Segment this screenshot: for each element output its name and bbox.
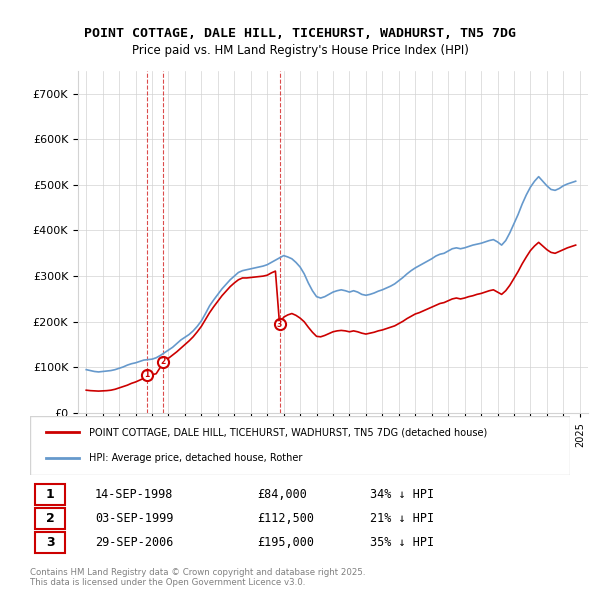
FancyBboxPatch shape [35, 532, 65, 553]
Text: Contains HM Land Registry data © Crown copyright and database right 2025.
This d: Contains HM Land Registry data © Crown c… [30, 568, 365, 587]
Text: 14-SEP-1998: 14-SEP-1998 [95, 488, 173, 501]
Text: 21% ↓ HPI: 21% ↓ HPI [370, 512, 434, 525]
Text: 35% ↓ HPI: 35% ↓ HPI [370, 536, 434, 549]
FancyBboxPatch shape [35, 484, 65, 505]
Text: 2: 2 [160, 357, 166, 366]
Text: 34% ↓ HPI: 34% ↓ HPI [370, 488, 434, 501]
Text: £195,000: £195,000 [257, 536, 314, 549]
Text: Price paid vs. HM Land Registry's House Price Index (HPI): Price paid vs. HM Land Registry's House … [131, 44, 469, 57]
FancyBboxPatch shape [35, 508, 65, 529]
Text: POINT COTTAGE, DALE HILL, TICEHURST, WADHURST, TN5 7DG: POINT COTTAGE, DALE HILL, TICEHURST, WAD… [84, 27, 516, 40]
Text: 3: 3 [46, 536, 55, 549]
Text: HPI: Average price, detached house, Rother: HPI: Average price, detached house, Roth… [89, 454, 303, 463]
Text: 29-SEP-2006: 29-SEP-2006 [95, 536, 173, 549]
Text: 1: 1 [46, 488, 55, 501]
Text: 1: 1 [145, 370, 150, 379]
Text: 2: 2 [46, 512, 55, 525]
Text: 03-SEP-1999: 03-SEP-1999 [95, 512, 173, 525]
Text: 3: 3 [277, 320, 282, 329]
Text: £84,000: £84,000 [257, 488, 307, 501]
Text: £112,500: £112,500 [257, 512, 314, 525]
Text: POINT COTTAGE, DALE HILL, TICEHURST, WADHURST, TN5 7DG (detached house): POINT COTTAGE, DALE HILL, TICEHURST, WAD… [89, 428, 488, 437]
FancyBboxPatch shape [30, 416, 570, 475]
